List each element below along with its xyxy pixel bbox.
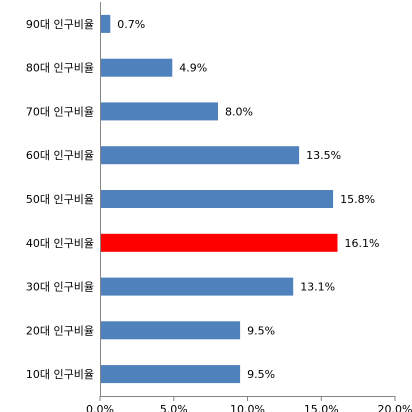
category-label: 80대 인구비율 [26, 62, 94, 75]
bar [101, 277, 294, 296]
category-label: 70대 인구비율 [26, 105, 94, 118]
bar [101, 102, 218, 121]
bar [101, 146, 300, 165]
data-label: 4.9% [179, 62, 207, 75]
bar [101, 233, 338, 252]
data-label: 8.0% [225, 105, 253, 118]
bar [101, 321, 241, 340]
x-tick-label: 10.0% [230, 403, 265, 412]
data-label: 16.1% [345, 237, 380, 250]
data-label: 9.5% [247, 324, 275, 337]
x-tick-label: 0.0% [86, 403, 114, 412]
category-label: 10대 인구비율 [26, 368, 94, 381]
data-label: 15.8% [340, 193, 375, 206]
x-tick-label: 5.0% [160, 403, 188, 412]
category-label: 60대 인구비율 [26, 149, 94, 162]
category-label: 90대 인구비율 [26, 18, 94, 31]
x-tick-label: 15.0% [304, 403, 339, 412]
category-label: 30대 인구비율 [26, 281, 94, 294]
data-label: 13.1% [300, 281, 335, 294]
bar [101, 365, 241, 384]
data-label: 9.5% [247, 368, 275, 381]
data-label: 0.7% [117, 18, 145, 31]
ticks-layer: 0.0% 5.0% 10.0% 15.0% 20.0% [86, 396, 412, 412]
category-label: 40대 인구비율 [26, 237, 94, 250]
labels-layer: 90대 인구비율 0.7% 80대 인구비율 4.9% 70대 인구비율 8.0% 60대 … [26, 18, 380, 381]
bars-layer [101, 14, 338, 384]
bar [101, 58, 173, 77]
bar [101, 14, 111, 33]
data-label: 13.5% [306, 149, 341, 162]
category-label: 50대 인구비율 [26, 193, 94, 206]
x-tick-label: 20.0% [378, 403, 412, 412]
bar [101, 190, 334, 208]
category-label: 20대 인구비율 [26, 324, 94, 337]
